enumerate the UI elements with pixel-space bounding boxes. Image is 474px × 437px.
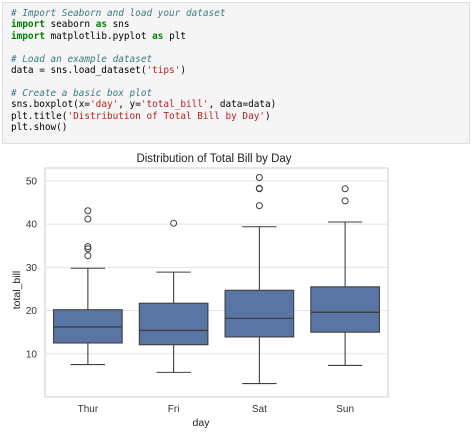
code-line: # Load an example dataset (11, 54, 461, 65)
y-tick-label: 40 (26, 220, 38, 231)
box-fri (138, 302, 209, 346)
code-token: sns (106, 19, 130, 31)
code-token: , data=data) (208, 99, 277, 111)
outlier-point (255, 174, 263, 182)
outlier-point (84, 245, 92, 253)
y-tick-label: 10 (26, 349, 38, 360)
code-token: as (95, 19, 107, 31)
code-line: data = sns.load_dataset('tips') (11, 65, 461, 76)
output-area: 10 20 30 40 50 Thur Fri Sat Sun Distribution of… (0, 146, 474, 432)
y-tick-label: 30 (26, 263, 38, 274)
y-tick-label: 50 (26, 176, 38, 187)
code-line: plt.title('Distribution of Total Bill by… (11, 111, 461, 122)
code-token: as (152, 30, 164, 42)
outlier-point (84, 215, 92, 223)
code-token: # Create a basic box plot (11, 87, 153, 99)
code-token: ) (265, 110, 271, 122)
plot-area (44, 167, 389, 398)
code-token: matplotlib.pyplot (44, 30, 153, 42)
chart-title: Distribution of Total Bill by Day (136, 153, 291, 165)
code-token: # Import Seaborn and load your dataset (11, 8, 226, 19)
code-line: # Create a basic box plot (11, 88, 461, 99)
outlier-point (255, 184, 263, 192)
code-token: import (11, 30, 45, 42)
code-token: 'tips' (146, 64, 181, 76)
x-tick-labels: Thur Fri Sat Sun (78, 404, 354, 415)
code-token: data = sns.load_dataset( (11, 64, 147, 76)
code-token: ) (180, 64, 186, 76)
outlier-point (170, 219, 178, 227)
code-token: 'day' (90, 99, 119, 111)
code-line (11, 76, 461, 87)
outlier-point (84, 243, 92, 251)
code-token: sns.boxplot(x= (11, 99, 91, 111)
code-token: 'Distribution of Total Bill by Day' (67, 110, 266, 122)
outlier-point (255, 202, 263, 210)
x-tick-label: Thur (78, 404, 99, 415)
code-token: # Load an example dataset (11, 53, 153, 65)
outlier-point (84, 207, 92, 215)
code-line: import matplotlib.pyplot as plt (11, 31, 461, 42)
code-token: plt.title( (11, 110, 68, 122)
code-line: sns.boxplot(x='day', y='total_bill', dat… (11, 99, 461, 110)
code-line: # Import Seaborn and load your dataset (11, 8, 461, 19)
code-line (11, 42, 461, 53)
outlier-point (341, 197, 349, 205)
y-axis-label: total_bill (11, 271, 23, 310)
outlier-point (84, 252, 92, 260)
box-sun (310, 286, 380, 333)
x-tick-label: Sun (336, 404, 354, 415)
y-tick-label: 20 (26, 306, 38, 317)
code-token: plt.show() (11, 121, 68, 133)
boxes (53, 174, 380, 385)
x-axis-label: day (193, 417, 211, 429)
code-line: import seaborn as sns (11, 19, 461, 30)
box-plot-chart: 10 20 30 40 50 Thur Fri Sat Sun Distribution of… (0, 146, 474, 432)
code-token: , y= (118, 99, 141, 111)
code-token: seaborn (44, 19, 96, 31)
code-line: plt.show() (11, 122, 461, 133)
x-tick-label: Fri (168, 404, 180, 415)
code-cell[interactable]: # Import Seaborn and load your dataset im… (2, 2, 470, 144)
box-sat (224, 289, 295, 338)
code-token: 'total_bill' (140, 99, 209, 111)
outlier-point (341, 185, 349, 193)
code-token: import (11, 19, 45, 31)
code-token: plt (163, 30, 186, 42)
x-tick-label: Sat (252, 404, 267, 415)
y-tick-labels: 10 20 30 40 50 (26, 176, 38, 360)
